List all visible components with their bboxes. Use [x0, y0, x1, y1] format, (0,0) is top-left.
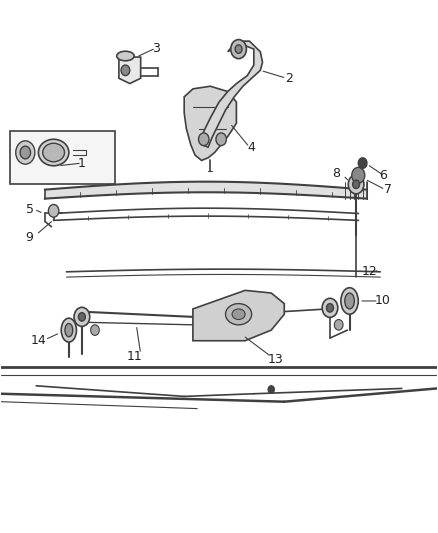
Circle shape [74, 308, 90, 326]
Text: 9: 9 [26, 231, 34, 244]
Ellipse shape [61, 318, 77, 342]
Text: 7: 7 [384, 183, 392, 196]
Ellipse shape [117, 51, 134, 61]
Text: 6: 6 [380, 169, 388, 182]
Circle shape [326, 304, 333, 312]
Circle shape [91, 325, 99, 335]
Circle shape [235, 45, 242, 53]
Text: 8: 8 [332, 167, 340, 180]
Text: 5: 5 [26, 203, 34, 216]
Circle shape [231, 39, 247, 59]
Ellipse shape [226, 304, 252, 325]
Circle shape [48, 205, 59, 217]
Circle shape [353, 180, 360, 189]
Text: 13: 13 [268, 353, 283, 366]
Bar [10, 131, 115, 184]
Text: 12: 12 [361, 265, 377, 278]
Text: 10: 10 [374, 294, 390, 308]
Circle shape [216, 133, 226, 146]
Circle shape [352, 167, 365, 183]
Ellipse shape [43, 143, 64, 162]
Polygon shape [193, 290, 284, 341]
Circle shape [198, 133, 209, 146]
Circle shape [16, 141, 35, 164]
Circle shape [121, 65, 130, 76]
Circle shape [322, 298, 338, 317]
Ellipse shape [39, 139, 69, 166]
Text: 11: 11 [126, 350, 142, 363]
Circle shape [20, 146, 31, 159]
Text: 4: 4 [248, 141, 256, 154]
Ellipse shape [65, 324, 73, 337]
Ellipse shape [345, 293, 354, 309]
Polygon shape [119, 57, 141, 84]
Circle shape [334, 319, 343, 330]
Polygon shape [45, 182, 367, 199]
Circle shape [358, 158, 367, 168]
Circle shape [78, 313, 85, 321]
Circle shape [348, 175, 364, 194]
Text: 1: 1 [78, 157, 86, 169]
Ellipse shape [341, 288, 358, 314]
Polygon shape [201, 41, 262, 147]
Text: 3: 3 [152, 42, 160, 54]
Text: 2: 2 [285, 72, 293, 85]
Ellipse shape [232, 309, 245, 319]
Circle shape [268, 386, 274, 393]
Text: 14: 14 [31, 334, 46, 347]
Polygon shape [184, 86, 237, 160]
